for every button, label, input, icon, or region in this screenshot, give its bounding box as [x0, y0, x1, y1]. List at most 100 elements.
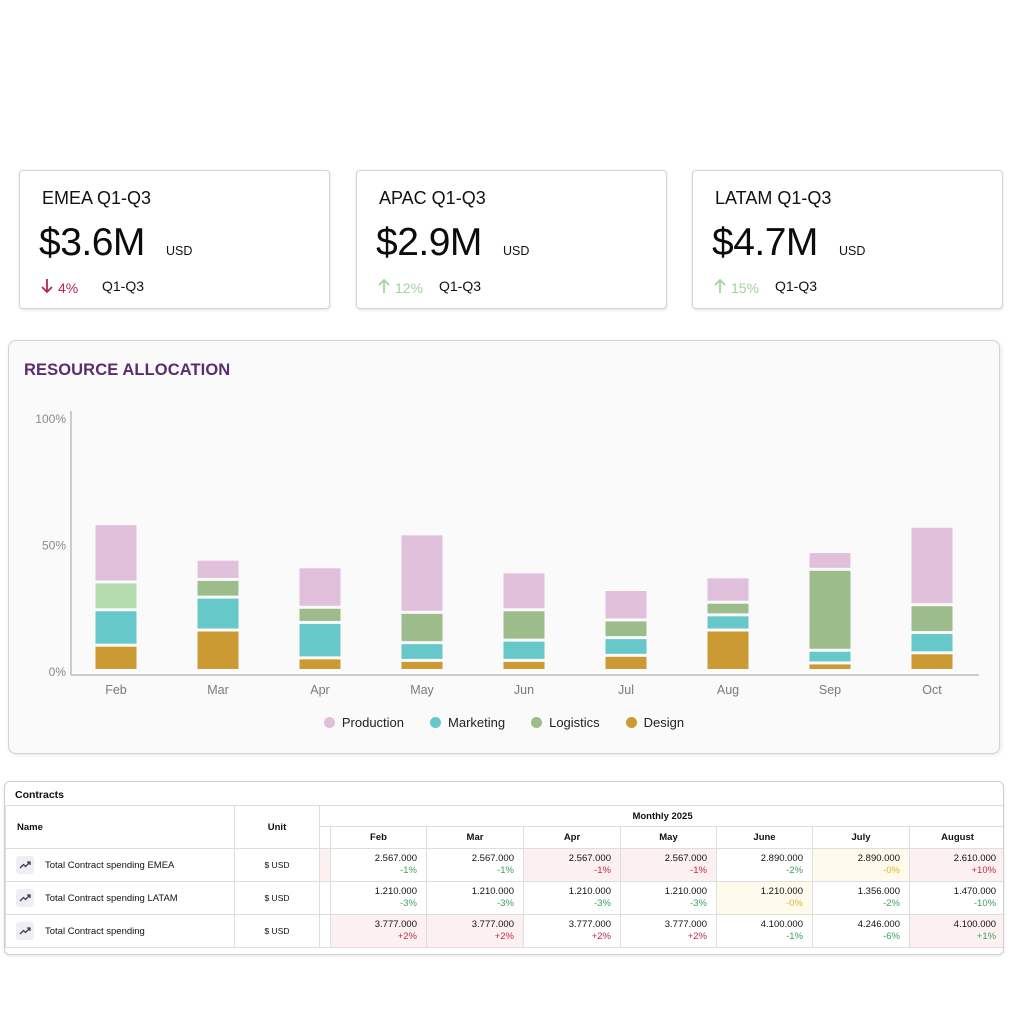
- bar-segment-marketing-oct[interactable]: [911, 634, 953, 652]
- bar-segment-design-may[interactable]: [401, 661, 443, 669]
- bar-segment-design-oct[interactable]: [911, 654, 953, 669]
- value-cell[interactable]: 4.246.000 -6%: [812, 914, 910, 948]
- bar-segment-logistics-oct[interactable]: [911, 606, 953, 632]
- kpi-title: LATAM Q1-Q3: [715, 188, 832, 208]
- legend-item-design[interactable]: Design: [625, 715, 684, 730]
- column-header-month[interactable]: June: [716, 826, 813, 849]
- x-tick-label: May: [410, 683, 434, 697]
- bar-segment-production-jun[interactable]: [503, 573, 545, 609]
- kpi-period: Q1-Q3: [439, 278, 482, 294]
- kpi-card-apac[interactable]: APAC Q1-Q3 $2.9M USD 12% Q1-Q3: [356, 170, 667, 309]
- x-tick-label: Jun: [514, 683, 534, 697]
- column-header-month[interactable]: July: [812, 826, 910, 849]
- bar-segment-logistics-sep[interactable]: [809, 570, 851, 649]
- kpi-period: Q1-Q3: [102, 278, 145, 294]
- kpi-unit: USD: [839, 244, 866, 258]
- value-cell[interactable]: 3.777.000 +2%: [330, 914, 427, 948]
- bar-segment-design-apr[interactable]: [299, 659, 341, 669]
- bar-segment-marketing-sep[interactable]: [809, 651, 851, 662]
- value-cell[interactable]: 1.210.000 -3%: [620, 881, 717, 915]
- value-cell[interactable]: 3.777.000 +2%: [523, 914, 621, 948]
- bar-segment-design-jun[interactable]: [503, 661, 545, 669]
- bar-segment-marketing-mar[interactable]: [197, 598, 239, 629]
- cell-value: 2.610.000: [953, 853, 997, 864]
- value-cell[interactable]: 3.777.000 +2%: [620, 914, 717, 948]
- column-header-name[interactable]: Name: [5, 805, 235, 849]
- value-cell[interactable]: 2.567.000 -1%: [523, 848, 621, 882]
- row-spacer: [319, 848, 331, 882]
- bar-segment-logistics-feb[interactable]: [95, 583, 137, 609]
- column-header-month[interactable]: Mar: [426, 826, 524, 849]
- bar-segment-marketing-jul[interactable]: [605, 639, 647, 654]
- contracts-table: Name Unit Monthly 2025 Feb Mar Apr May June J…: [5, 805, 1003, 948]
- bar-segment-design-feb[interactable]: [95, 646, 137, 669]
- table-row[interactable]: Total Contract spending EMEA $ USD 2.567.0…: [5, 848, 1003, 882]
- bar-segment-logistics-may[interactable]: [401, 613, 443, 642]
- bar-segment-marketing-may[interactable]: [401, 644, 443, 659]
- value-cell[interactable]: 3.777.000 +2%: [426, 914, 524, 948]
- column-header-month[interactable]: Apr: [523, 826, 621, 849]
- arrow-down-icon: [40, 278, 54, 297]
- bar-segment-logistics-jul[interactable]: [605, 621, 647, 637]
- trend-up-icon[interactable]: [16, 922, 34, 940]
- value-cell[interactable]: 2.567.000 -1%: [620, 848, 717, 882]
- row-name: Total Contract spending EMEA: [45, 859, 175, 871]
- value-cell[interactable]: 1.210.000 -3%: [330, 881, 427, 915]
- bar-segment-marketing-jun[interactable]: [503, 641, 545, 659]
- kpi-card-latam[interactable]: LATAM Q1-Q3 $4.7M USD 15% Q1-Q3: [692, 170, 1003, 309]
- bar-segment-logistics-aug[interactable]: [707, 603, 749, 614]
- bar-segment-production-oct[interactable]: [911, 527, 953, 604]
- cell-change: +10%: [971, 865, 997, 876]
- bar-segment-logistics-jun[interactable]: [503, 611, 545, 639]
- bar-segment-production-mar[interactable]: [197, 560, 239, 578]
- bar-segment-production-may[interactable]: [401, 535, 443, 611]
- legend-item-marketing[interactable]: Marketing: [430, 715, 505, 730]
- column-header-month[interactable]: May: [620, 826, 717, 849]
- value-cell[interactable]: 2.567.000 -1%: [426, 848, 524, 882]
- row-name: Total Contract spending: [45, 925, 145, 937]
- column-header-month[interactable]: August: [908, 826, 1003, 849]
- bar-segment-production-aug[interactable]: [707, 578, 749, 601]
- kpi-card-emea[interactable]: EMEA Q1-Q3 $3.6M USD 4% Q1-Q3: [19, 170, 330, 309]
- value-cell[interactable]: 1.356.000 -2%: [812, 881, 910, 915]
- value-cell[interactable]: 2.567.000 -1%: [330, 848, 427, 882]
- cell-value: 1.210.000: [760, 886, 803, 897]
- bar-segment-production-feb[interactable]: [95, 525, 137, 581]
- column-header-unit[interactable]: Unit: [234, 805, 320, 849]
- bar-segment-production-jul[interactable]: [605, 591, 647, 619]
- cell-value: 1.210.000: [374, 886, 417, 897]
- bar-segment-design-jul[interactable]: [605, 656, 647, 669]
- cell-change: -2%: [786, 865, 803, 876]
- legend-dot-icon: [625, 717, 637, 728]
- table-row[interactable]: Total Contract spending $ USD 3.777.000 +2%…: [5, 914, 1003, 948]
- bar-segment-logistics-apr[interactable]: [299, 608, 341, 621]
- trend-up-icon[interactable]: [16, 856, 34, 874]
- bar-segment-design-sep[interactable]: [809, 664, 851, 669]
- legend-item-logistics[interactable]: Logistics: [531, 715, 600, 730]
- bar-segment-marketing-feb[interactable]: [95, 611, 137, 644]
- x-tick-label: Apr: [310, 683, 329, 697]
- value-cell[interactable]: 1.210.000 -3%: [426, 881, 524, 915]
- bar-segment-logistics-mar[interactable]: [197, 580, 239, 596]
- cell-value: 1.470.000: [953, 886, 997, 897]
- trend-up-icon[interactable]: [16, 889, 34, 907]
- cell-value: 1.210.000: [568, 886, 611, 897]
- bar-segment-marketing-apr[interactable]: [299, 623, 341, 657]
- bar-segment-production-sep[interactable]: [809, 553, 851, 568]
- value-cell[interactable]: 4.100.000 +1%: [908, 914, 1003, 948]
- bar-segment-production-apr[interactable]: [299, 568, 341, 606]
- bar-segment-design-mar[interactable]: [197, 631, 239, 669]
- column-header-month[interactable]: Feb: [330, 826, 427, 849]
- bar-segment-design-aug[interactable]: [707, 631, 749, 669]
- bar-segment-marketing-aug[interactable]: [707, 616, 749, 629]
- value-cell[interactable]: 2.890.000 -2%: [716, 848, 813, 882]
- legend-item-production[interactable]: Production: [323, 715, 404, 730]
- value-cell[interactable]: 1.470.000 -10%: [908, 881, 1003, 915]
- cell-change: -1%: [497, 865, 514, 876]
- table-row[interactable]: Total Contract spending LATAM $ USD 1.210.…: [5, 881, 1003, 915]
- value-cell[interactable]: 4.100.000 -1%: [716, 914, 813, 948]
- value-cell[interactable]: 1.210.000 -0%: [716, 881, 813, 915]
- value-cell[interactable]: 2.890.000 -0%: [812, 848, 910, 882]
- value-cell[interactable]: 2.610.000 +10%: [908, 848, 1003, 882]
- value-cell[interactable]: 1.210.000 -3%: [523, 881, 621, 915]
